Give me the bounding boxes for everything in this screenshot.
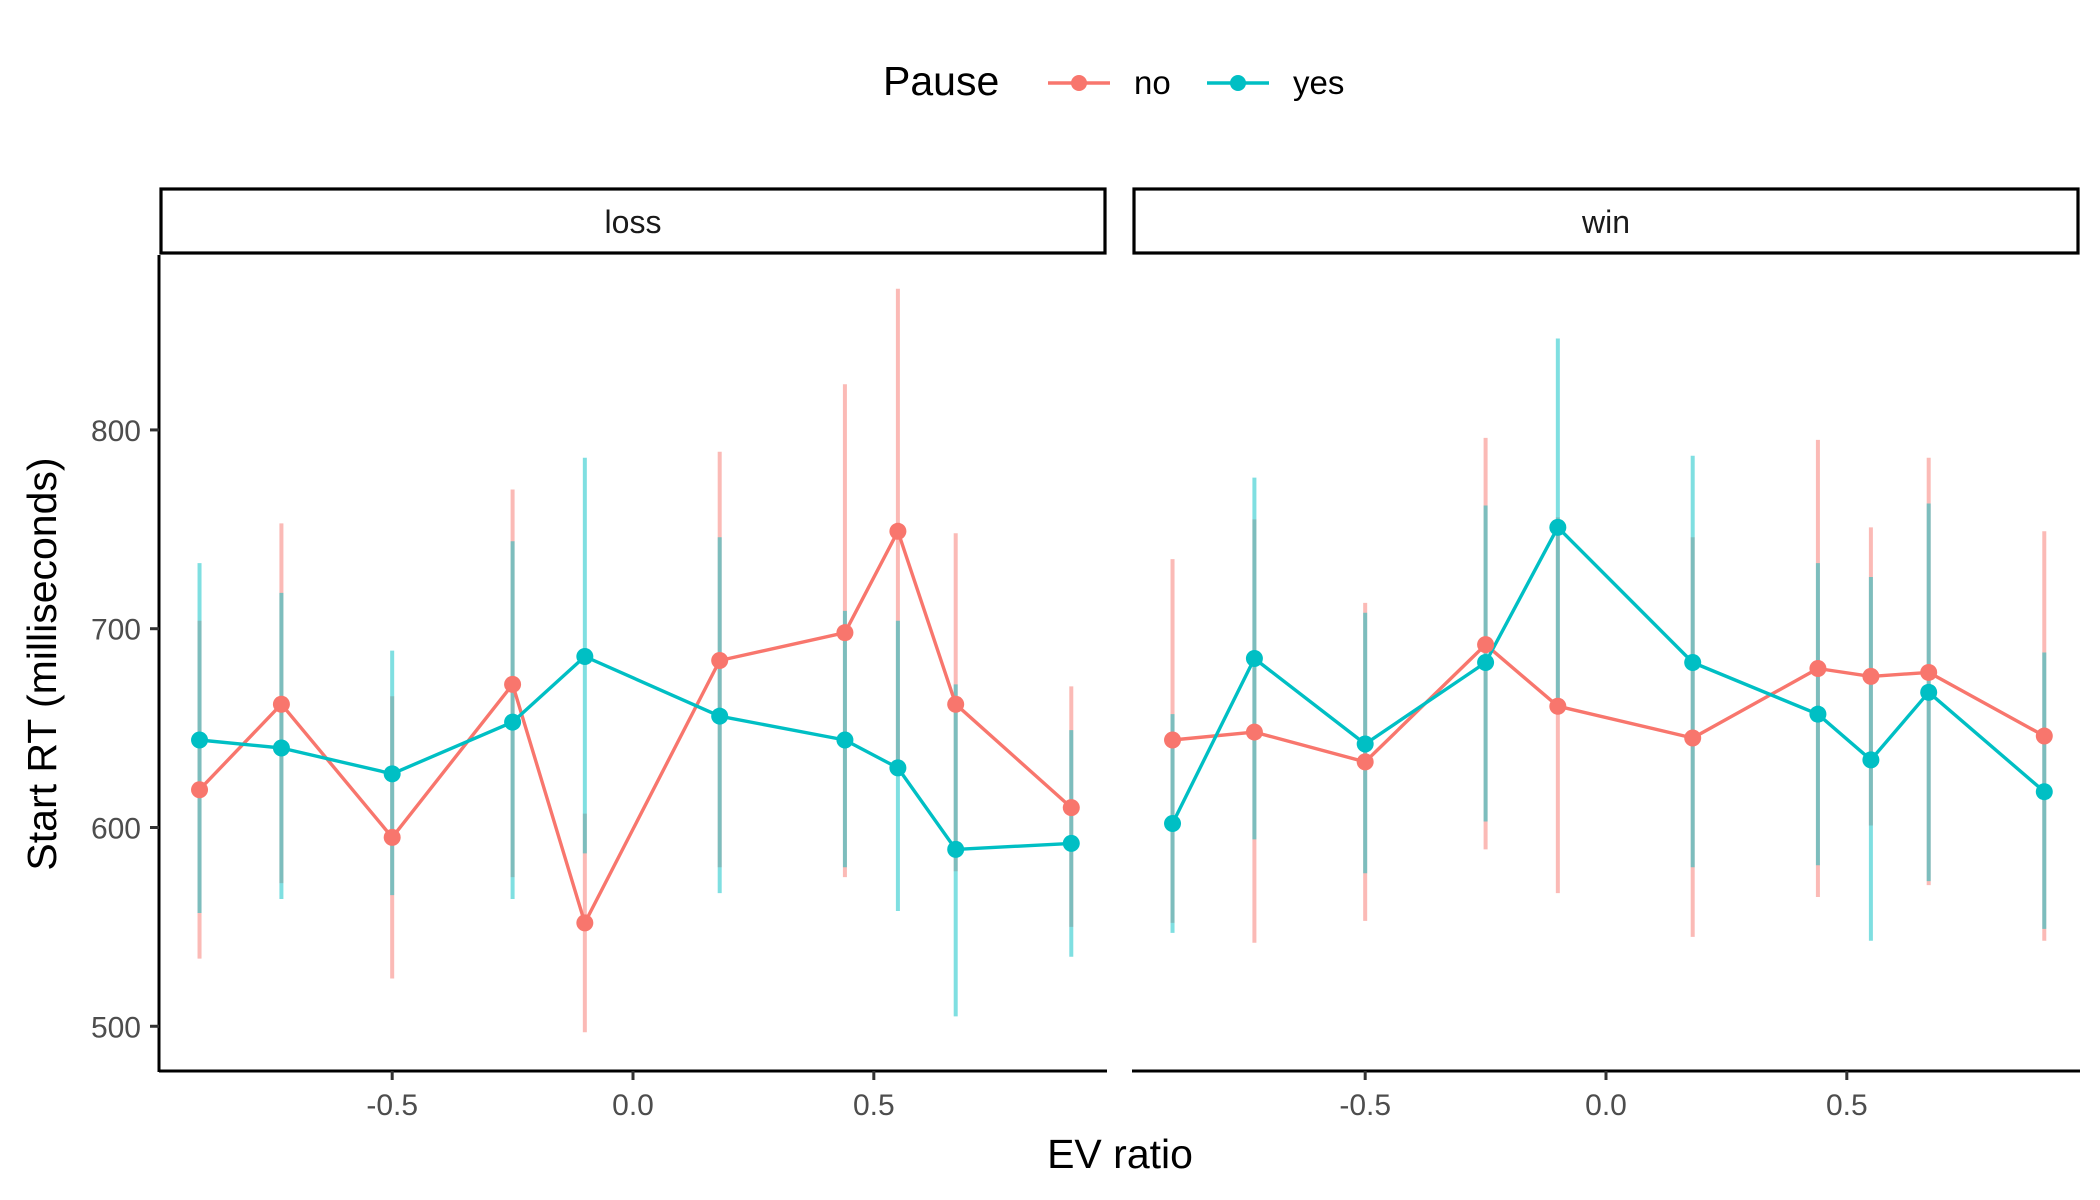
data-point-no <box>1684 729 1702 747</box>
data-point-no <box>504 675 522 693</box>
series-points <box>191 522 1080 932</box>
x-tick-label: -0.5 <box>1339 1089 1391 1122</box>
data-point-no <box>576 914 594 932</box>
series-lines <box>198 529 1073 925</box>
data-point-yes <box>947 840 965 858</box>
data-point-yes <box>1684 654 1702 671</box>
y-tick-label: 800 <box>91 415 141 448</box>
data-point-no <box>1164 731 1182 749</box>
data-point-yes <box>383 765 401 783</box>
y-tick-label: 500 <box>91 1011 141 1044</box>
data-point-no <box>1809 659 1827 677</box>
strip-loss-box <box>159 187 1107 255</box>
strip-win-box <box>1132 187 2080 255</box>
legend-key-dot-yes <box>1230 75 1246 91</box>
series-line-yes <box>199 654 1072 852</box>
data-point-yes <box>836 731 854 749</box>
x-axis-title: EV ratio <box>1047 1131 1193 1177</box>
x-ticks: -0.5 0.0 0.5 -0.5 0.0 0.5 <box>366 1071 1868 1122</box>
panel-win <box>1164 338 2053 943</box>
data-point-no <box>1920 663 1938 681</box>
data-point-yes <box>711 707 729 725</box>
legend-label-yes: yes <box>1293 64 1344 101</box>
legend-entry-yes: yes <box>1207 64 1344 101</box>
data-point-yes <box>1245 650 1263 668</box>
strip-win-label: win <box>1581 204 1630 240</box>
x-tick-label: 0.5 <box>1826 1089 1868 1122</box>
series-line-yes <box>1170 525 2046 825</box>
data-point-yes <box>889 759 907 777</box>
y-axis-title: Start RT (milliseconds) <box>19 457 65 870</box>
y-tick-label: 600 <box>91 812 141 845</box>
data-point-no <box>2035 727 2053 745</box>
data-point-no <box>1477 636 1495 654</box>
data-point-yes <box>1164 815 1182 833</box>
series-line-no <box>1172 642 2046 764</box>
y-ticks: 500 600 700 800 <box>91 415 159 1044</box>
data-point-yes <box>1549 518 1567 536</box>
legend: Pause no yes <box>883 58 1344 104</box>
data-point-no <box>1356 753 1374 771</box>
strip-loss: loss <box>159 187 1107 255</box>
data-point-yes <box>576 648 594 666</box>
data-point-no <box>889 522 907 540</box>
data-point-yes <box>1862 751 1880 769</box>
series-lines <box>1170 525 2046 825</box>
series-points <box>1164 518 2053 833</box>
data-point-no <box>272 695 290 713</box>
data-point-yes <box>1920 683 1938 701</box>
data-point-no <box>191 781 209 799</box>
data-point-no <box>1862 667 1880 685</box>
data-point-yes <box>1809 705 1827 723</box>
data-point-no <box>1245 723 1263 741</box>
x-tick-label: -0.5 <box>366 1089 418 1122</box>
legend-key-dot-no <box>1071 75 1087 91</box>
x-tick-label: 0.5 <box>853 1089 895 1122</box>
data-point-yes <box>1356 735 1374 753</box>
legend-title: Pause <box>883 58 999 104</box>
series-line-no <box>198 529 1073 925</box>
data-point-yes <box>191 731 209 749</box>
error-bars <box>1170 338 2047 943</box>
y-tick-label: 700 <box>91 614 141 647</box>
data-point-no <box>947 695 965 713</box>
data-point-no <box>711 652 729 670</box>
legend-entry-no: no <box>1048 64 1171 101</box>
data-point-yes <box>1477 654 1495 671</box>
panel-loss <box>191 288 1080 1033</box>
data-point-no <box>383 828 401 846</box>
data-point-yes <box>1062 834 1080 852</box>
data-point-yes <box>272 739 290 757</box>
strip-win: win <box>1132 187 2080 255</box>
x-tick-label: 0.0 <box>612 1089 654 1122</box>
strip-loss-label: loss <box>605 204 662 240</box>
legend-label-no: no <box>1134 64 1171 101</box>
data-point-yes <box>2035 783 2053 801</box>
data-point-yes <box>504 713 522 731</box>
data-point-no <box>1062 799 1080 817</box>
data-point-no <box>1549 697 1567 715</box>
data-point-no <box>836 624 854 642</box>
x-tick-label: 0.0 <box>1585 1089 1627 1122</box>
